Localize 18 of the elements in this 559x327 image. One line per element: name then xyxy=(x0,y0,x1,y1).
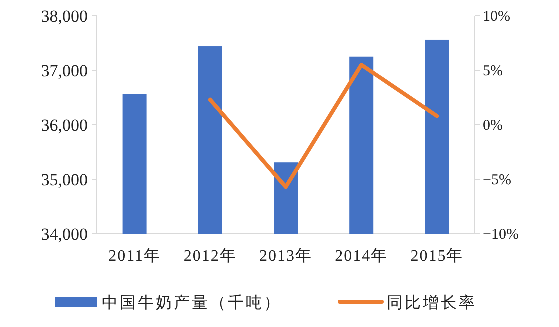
y2-tick-label: −10% xyxy=(483,227,519,243)
y-tick-label: 38,000 xyxy=(41,7,88,26)
y-tick-label: 35,000 xyxy=(41,170,88,190)
x-tick-label: 2011年 xyxy=(108,248,162,265)
x-tick-label: 2014年 xyxy=(335,248,388,265)
y-tick-label: 37,000 xyxy=(41,62,88,80)
y2-tick-label: 0% xyxy=(483,118,503,134)
line-series xyxy=(208,63,440,190)
y-tick-label: 36,000 xyxy=(41,116,88,135)
x-tick-label: 2015年 xyxy=(410,248,464,265)
y2-tick-label: 10% xyxy=(483,9,510,25)
x-tick-label: 2013年 xyxy=(260,248,312,265)
y-tick-label: 34,000 xyxy=(41,225,88,244)
y2-tick-label: −5% xyxy=(483,172,512,188)
y2-tick-label: 5% xyxy=(483,64,503,80)
legend-label: 中国牛奶产量（千吨） xyxy=(102,294,282,312)
legend-label: 同比增长率 xyxy=(387,294,477,312)
x-tick-label: 2012年 xyxy=(184,248,237,265)
